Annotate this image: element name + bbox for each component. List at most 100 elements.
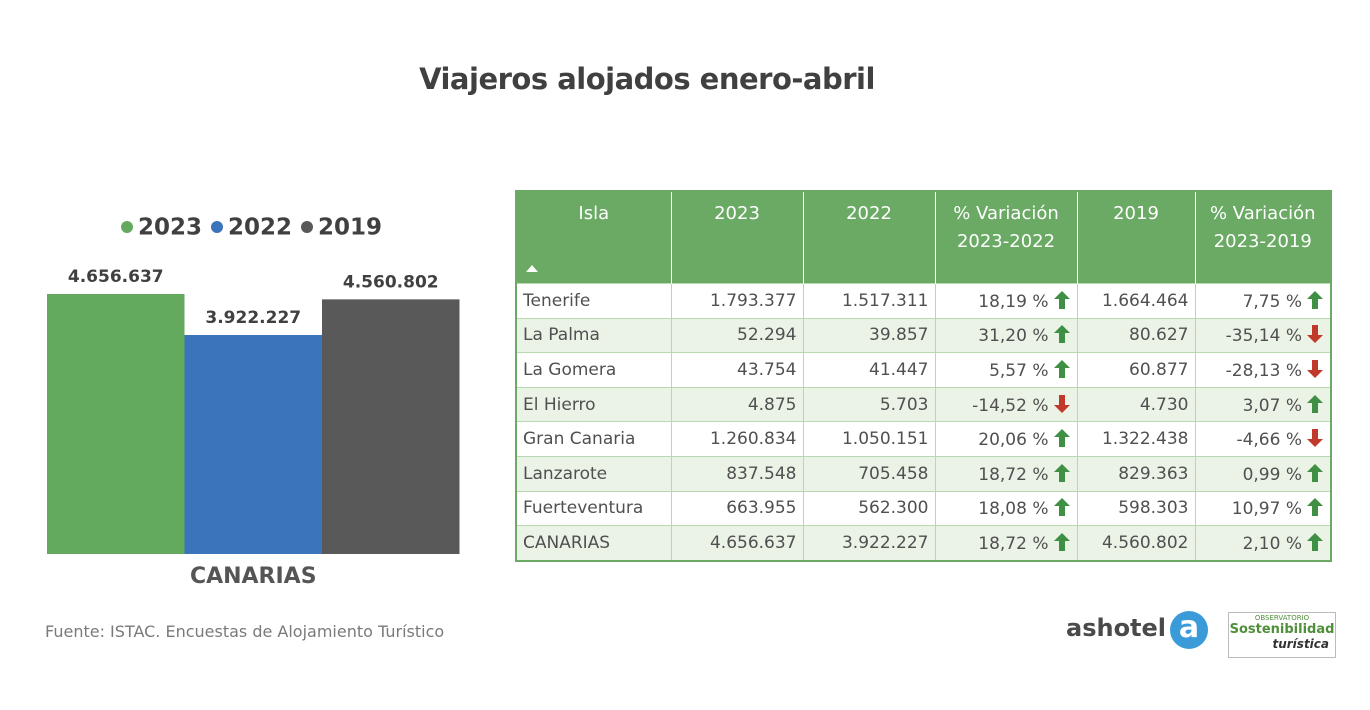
arrow-up [1053,532,1070,551]
table-cell: Gran Canaria [515,421,672,457]
ashotel-logo: ashotel [1066,614,1167,642]
table-cell: Lanzarote [515,455,672,492]
table-cell: 60.877 [1076,352,1196,388]
table-row: Tenerife 1.793.377 1.517.311 18,19 % 1.664.4… [515,283,1332,319]
cell-text: 18,72 % [978,464,1049,485]
cell-text: 43.754 [737,359,797,380]
table-row: La Palma 52.294 39.857 31,20 % 80.627 -35,14 … [515,317,1332,354]
value-label: 4.656.637 [68,267,164,287]
table-cell: 18,72 % [934,525,1078,562]
column-header: % Variación 2023-2022 [935,191,1078,284]
observatorio-logo: OBSERVATORIO Sostenibilidad turística [1228,612,1336,658]
table-cell: 10,97 % [1194,490,1332,527]
cell-text: 837.548 [726,463,797,484]
cell-text: 1.664.464 [1101,290,1189,311]
cell-text: 80.627 [1129,325,1189,346]
bar [184,335,322,554]
table-row: El Hierro 4.875 5.703 -14,52 % 4.730 3,07 % [515,386,1332,423]
cell-text: 5,57 % [989,360,1049,381]
table-cell: 5,57 % [934,352,1078,388]
logo-text: OBSERVATORIO [1254,614,1310,622]
table-cell: 1.260.834 [670,421,804,457]
arrow-up [1307,532,1323,551]
table-cell: -4,66 % [1194,421,1332,457]
arrow-up [1307,463,1323,482]
table-row: Gran Canaria 1.260.834 1.050.151 20,06 % 1.3… [515,421,1332,457]
bar [47,294,185,554]
cell-text: 60.877 [1129,359,1189,380]
table-cell: 3,07 % [1194,386,1332,423]
column-header: 2022 [803,191,936,284]
cell-text: 1.793.377 [709,290,797,311]
table-cell: 0,99 % [1194,455,1332,492]
table-cell: 4.656.637 [670,525,804,562]
table-row: Fuerteventura 663.955 562.300 18,08 % 598.30… [515,490,1332,527]
cell-text: 562.300 [858,498,929,519]
data-table: Isla 2023 2022% Variación 2023-2022 2019% V… [515,190,1332,562]
cell-text: 7,75 % [1242,291,1302,312]
arrow-down [1053,394,1070,413]
cell-text: 1.260.834 [709,429,797,450]
legend-swatch [211,221,223,233]
arrow-up [1307,498,1323,517]
table-cell: Tenerife [515,283,672,319]
cell-text: 2,10 % [1242,533,1302,554]
cell-text: 1.050.151 [841,429,929,450]
table-cell: 837.548 [670,455,804,492]
table-row: Lanzarote 837.548 705.458 18,72 % 829.363 0,9… [515,455,1332,492]
title: Viajeros alojados enero-abril [419,62,875,96]
table-cell: 3.922.227 [802,525,936,562]
sort-indicator[interactable] [525,263,539,273]
cell-text: 39.857 [869,325,929,346]
table-cell: 2,10 % [1194,525,1332,562]
arrow-up [1053,498,1070,517]
arrow-up [1053,463,1070,482]
table-cell: La Gomera [515,352,672,388]
cell-text: La Palma [523,325,600,346]
logo-text: turística [1272,637,1329,651]
arrow-up [1053,429,1070,448]
value-label: 4.560.802 [343,272,439,292]
cell-text: 4.730 [1139,394,1189,415]
cell-text: 41.447 [869,359,929,380]
bar [322,299,460,554]
cell-text: -14,52 % [972,395,1049,416]
legend-label: 2019 [318,215,382,241]
table-cell: 39.857 [802,317,936,354]
cell-text: 663.955 [726,498,797,519]
arrow-up [1053,290,1070,309]
table-cell: CANARIAS [515,525,672,562]
table-cell: 562.300 [802,490,936,527]
cell-text: 31,20 % [978,326,1049,347]
column-header: 2023 [671,191,804,284]
table-cell: 1.664.464 [1076,283,1196,319]
cell-text: La Gomera [523,359,617,380]
table-cell: 705.458 [802,455,936,492]
cell-text: 18,72 % [978,533,1049,554]
table-row: La Gomera 43.754 41.447 5,57 % 60.877 -28,13 … [515,352,1332,388]
table-cell: 80.627 [1076,317,1196,354]
cell-text: 52.294 [737,325,797,346]
cell-text: 3.922.227 [841,532,929,553]
value-label: 3.922.227 [205,308,301,328]
cell-text: 0,99 % [1242,464,1302,485]
arrow-down [1307,429,1323,448]
table-cell: 4.730 [1076,386,1196,423]
arrow-up [1307,394,1323,413]
table-cell: 18,19 % [934,283,1078,319]
cell-text: Gran Canaria [523,429,636,450]
table-cell: -28,13 % [1194,352,1332,388]
legend-swatch [301,221,313,233]
table-cell: 4.875 [670,386,804,423]
cell-text: 18,08 % [978,499,1049,520]
cell-text: 4.656.637 [709,532,797,553]
table-cell: 4.560.802 [1076,525,1196,562]
cell-text: 10,97 % [1231,499,1302,520]
table-row: CANARIAS 4.656.637 3.922.227 18,72 % 4.560.8… [515,525,1332,562]
cell-text: -28,13 % [1225,360,1302,381]
x-tick-label: CANARIAS [190,564,317,589]
table-cell: 1.322.438 [1076,421,1196,457]
column-header: % Variación 2023-2019 [1195,191,1332,284]
arrow-down [1307,359,1323,378]
